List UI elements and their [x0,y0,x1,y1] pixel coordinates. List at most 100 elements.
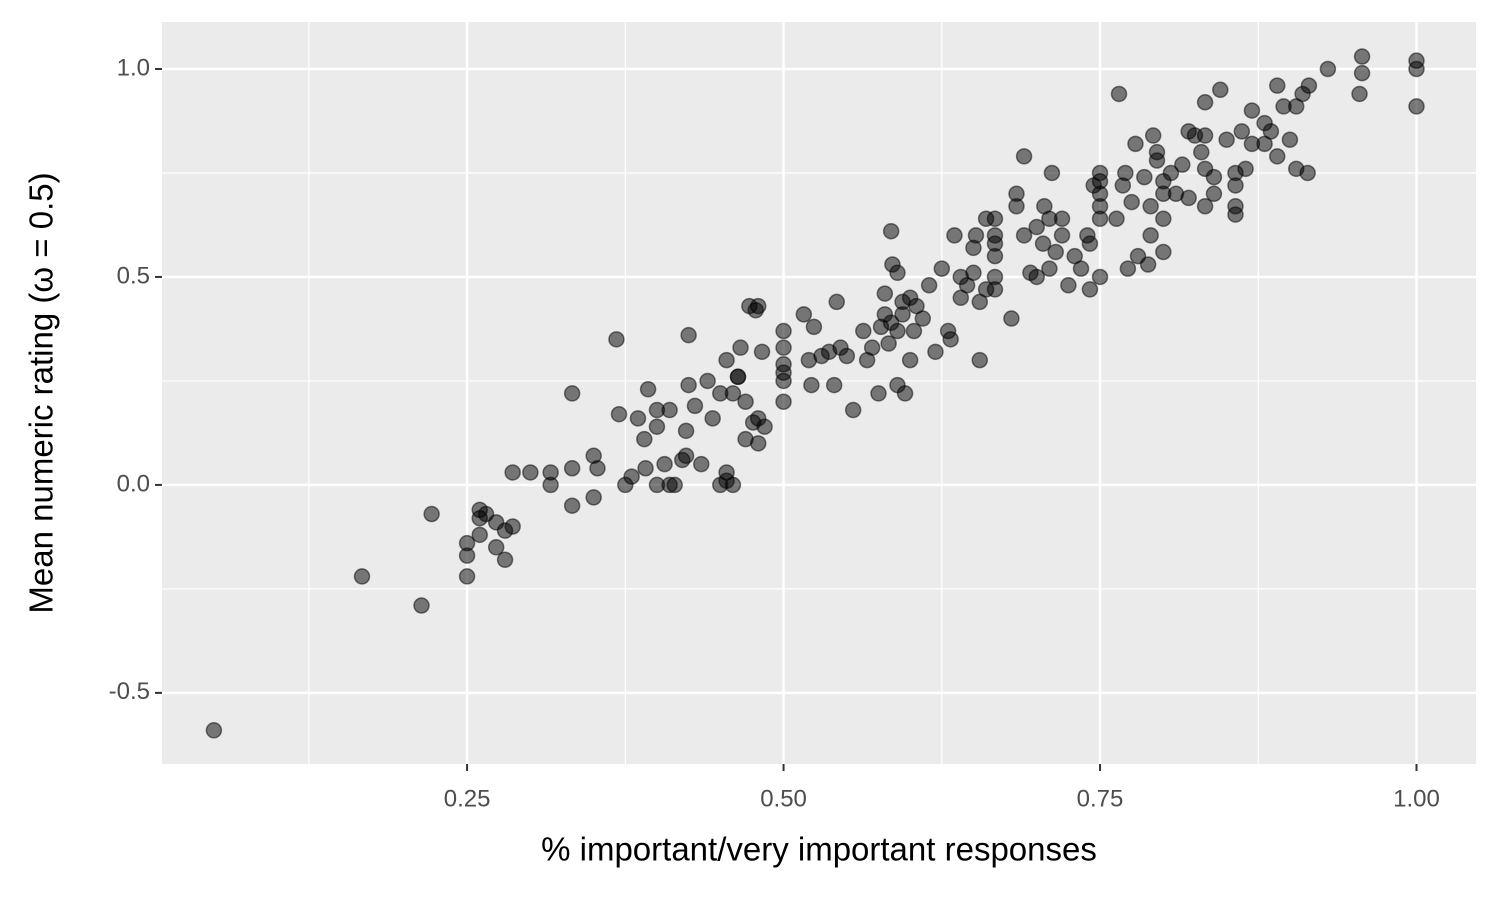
point [971,351,989,369]
point [1319,60,1337,78]
point [1091,164,1109,182]
point [914,310,932,327]
point [1353,48,1371,65]
point [1205,168,1223,186]
point [423,505,440,523]
point [522,464,539,481]
point [623,468,640,485]
point [1155,243,1172,261]
point [1351,85,1368,103]
point [1237,160,1254,178]
point [504,464,521,481]
point [608,331,625,348]
point [1233,123,1251,140]
point [775,393,792,410]
point [1205,185,1223,203]
point [803,376,820,394]
point [1142,227,1159,244]
point [680,326,697,344]
point [749,297,767,315]
point [677,422,695,440]
point [1155,210,1172,227]
point [1300,77,1318,94]
point [1015,227,1033,244]
point [1142,198,1159,215]
point [639,381,657,398]
point [828,293,845,311]
point [775,339,792,356]
point [677,447,695,465]
point [805,318,823,336]
point [413,597,430,614]
point [1028,268,1045,286]
point [753,343,771,361]
point [458,547,476,564]
point [1218,131,1235,148]
point [724,476,742,494]
point [1144,127,1162,144]
point [737,393,754,410]
point [680,376,697,394]
point [1110,85,1128,103]
point [1028,218,1045,236]
point [487,539,505,556]
point [1047,243,1064,261]
point [894,306,911,323]
point [563,497,581,514]
point [1196,94,1214,111]
point [933,260,951,277]
point [458,568,476,585]
x-tick-label: 0.75 [1077,785,1124,812]
point [1243,102,1261,119]
point [1408,98,1425,115]
point [775,356,792,373]
point [504,518,521,535]
point [1041,260,1058,277]
point [1180,189,1197,207]
point [1269,148,1286,165]
point [844,401,862,419]
point [927,343,944,361]
point [1136,168,1153,186]
point [1053,227,1071,244]
point [870,385,887,402]
point [1060,277,1077,294]
point [718,351,735,369]
point [629,410,647,427]
point [1127,135,1144,153]
point [563,460,581,477]
point [1008,185,1025,203]
point [563,385,581,402]
point [967,227,985,244]
point [704,410,721,427]
point [775,322,792,340]
point [732,339,749,356]
point [1081,235,1099,252]
point [1072,260,1090,277]
point [1262,123,1280,140]
x-tick-label: 1.00 [1393,785,1440,812]
point [749,435,767,452]
point [353,568,371,585]
x-tick-label: 0.50 [760,785,807,812]
point [942,331,959,348]
point [724,385,742,402]
point [1196,198,1214,215]
point [889,264,906,282]
y-tick-label: 0.0 [117,470,150,497]
point [965,264,982,282]
point [1299,164,1316,182]
point [855,322,872,340]
points [205,48,1425,739]
point [876,285,894,302]
point [1081,281,1099,298]
point [686,397,704,415]
point [1034,235,1052,252]
point [1123,193,1140,211]
y-axis-title: Mean numeric rating (ω = 0.5) [23,172,60,613]
point [205,722,223,739]
point [889,322,906,340]
point [1174,156,1191,173]
point [825,376,843,394]
